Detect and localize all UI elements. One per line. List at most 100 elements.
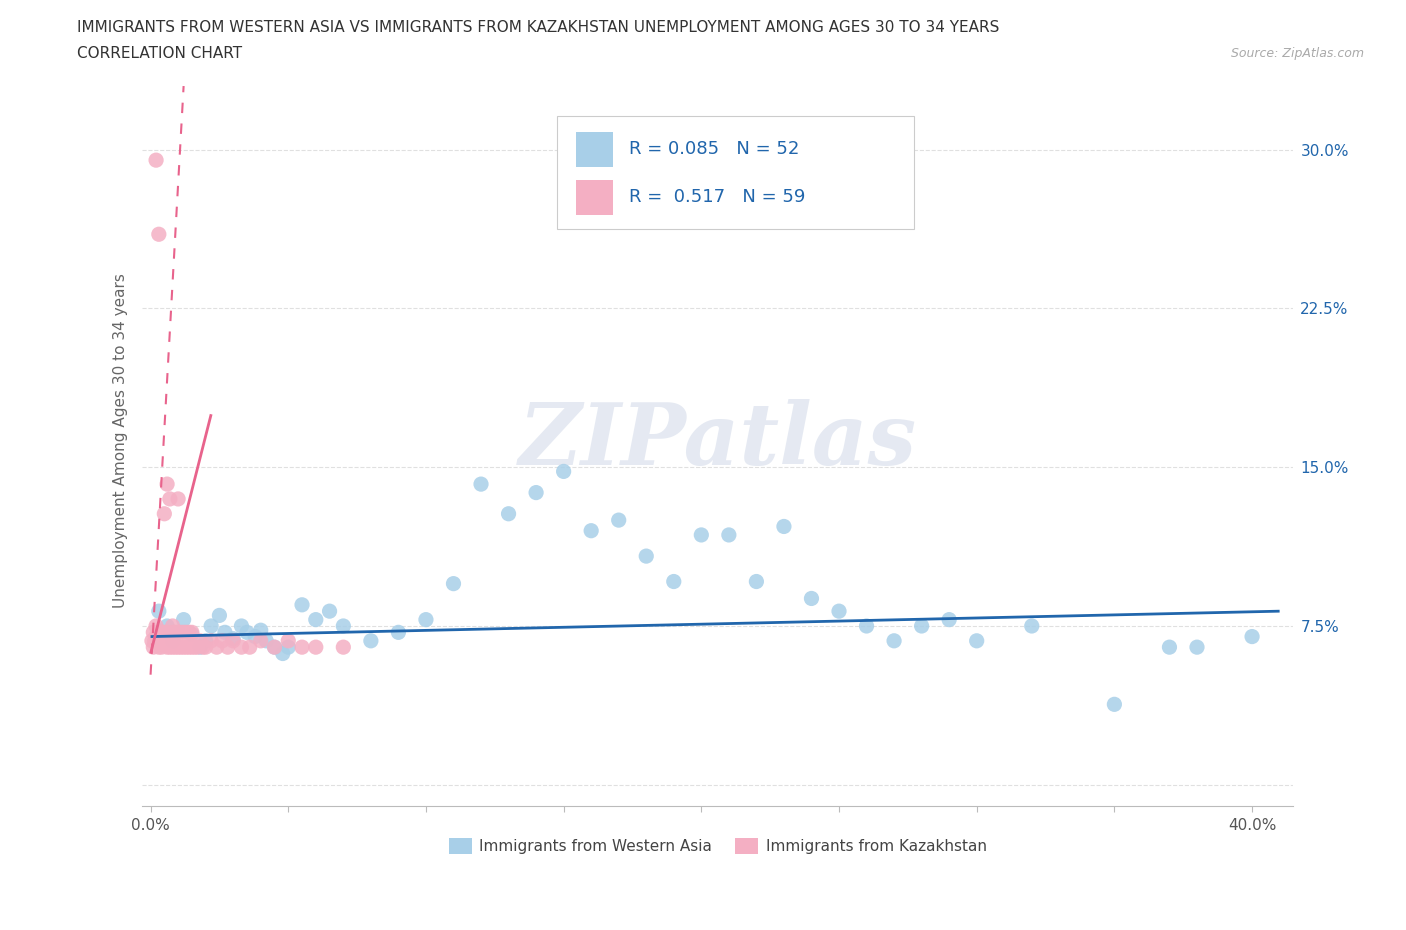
Point [145, 629, 167, 644]
Y-axis label: Unemployment Among Ages 30 to 34 years: Unemployment Among Ages 30 to 34 years [114, 273, 128, 608]
Point [194, 633, 217, 648]
Point [222, 633, 245, 648]
Point [690, 527, 713, 542]
Point [254, 633, 277, 648]
Point [145, 153, 167, 167]
Bar [576, 179, 613, 215]
Point [498, 506, 520, 521]
Point [143, 633, 166, 648]
Point [176, 625, 198, 640]
Point [167, 625, 190, 640]
Point [159, 491, 181, 506]
Text: R = 0.085   N = 52: R = 0.085 N = 52 [630, 140, 800, 158]
Point [156, 640, 179, 655]
Point [153, 506, 176, 521]
Text: ZIPatlas: ZIPatlas [519, 399, 917, 483]
Point [1185, 640, 1208, 655]
Point [271, 646, 294, 661]
Point [1021, 618, 1043, 633]
Point [236, 625, 259, 640]
Point [579, 524, 602, 538]
Point [159, 633, 181, 648]
Point [173, 640, 195, 655]
Point [239, 640, 262, 655]
Point [222, 631, 245, 646]
Point [162, 625, 184, 640]
Point [148, 640, 170, 655]
Point [145, 618, 167, 633]
Point [165, 625, 187, 640]
Point [910, 618, 932, 633]
Point [188, 640, 211, 655]
Point [305, 612, 328, 627]
Point [1104, 697, 1126, 711]
Point [180, 625, 202, 640]
Legend: Immigrants from Western Asia, Immigrants from Kazakhstan: Immigrants from Western Asia, Immigrants… [443, 832, 993, 860]
Point [277, 633, 299, 648]
Point [165, 640, 187, 655]
Point [153, 633, 176, 648]
Point [717, 527, 740, 542]
Point [150, 625, 173, 640]
Point [180, 640, 202, 655]
Point [200, 633, 222, 648]
Point [470, 477, 492, 492]
Point [332, 640, 354, 655]
Point [1241, 629, 1264, 644]
Point [162, 618, 184, 633]
Point [773, 519, 796, 534]
Point [360, 633, 382, 648]
Point [176, 640, 198, 655]
Point [745, 574, 768, 589]
Point [263, 640, 285, 655]
Point [156, 625, 179, 640]
Text: Source: ZipAtlas.com: Source: ZipAtlas.com [1230, 46, 1364, 60]
Point [291, 597, 314, 612]
Point [800, 591, 823, 606]
Point [194, 640, 217, 655]
Point [607, 512, 630, 527]
Point [245, 629, 267, 644]
Point [208, 608, 231, 623]
Point [214, 625, 236, 640]
Point [179, 625, 201, 640]
Point [150, 633, 173, 648]
Point [173, 612, 195, 627]
Point [966, 633, 988, 648]
Point [277, 640, 299, 655]
Point [211, 633, 233, 648]
Point [148, 604, 170, 618]
Point [148, 227, 170, 242]
Point [153, 625, 176, 640]
Point [855, 618, 877, 633]
Point [167, 491, 190, 506]
Point [1159, 640, 1181, 655]
Point [524, 485, 547, 500]
Point [249, 623, 271, 638]
Point [156, 477, 179, 492]
Point [217, 640, 239, 655]
Point [162, 633, 184, 648]
Point [200, 618, 222, 633]
Point [186, 640, 208, 655]
Point [148, 633, 170, 648]
Point [249, 633, 271, 648]
Point [305, 640, 328, 655]
Point [231, 640, 253, 655]
Text: CORRELATION CHART: CORRELATION CHART [77, 46, 242, 61]
Point [291, 640, 314, 655]
Point [142, 640, 165, 655]
Point [180, 627, 202, 642]
Point [662, 574, 685, 589]
FancyBboxPatch shape [557, 115, 914, 229]
Point [263, 640, 285, 655]
Point [636, 549, 658, 564]
Point [142, 625, 165, 640]
Point [318, 604, 340, 618]
Point [415, 612, 437, 627]
Point [148, 625, 170, 640]
Point [191, 640, 214, 655]
Point [188, 633, 211, 648]
Point [170, 625, 193, 640]
Text: IMMIGRANTS FROM WESTERN ASIA VS IMMIGRANTS FROM KAZAKHSTAN UNEMPLOYMENT AMONG AG: IMMIGRANTS FROM WESTERN ASIA VS IMMIGRAN… [77, 20, 1000, 35]
